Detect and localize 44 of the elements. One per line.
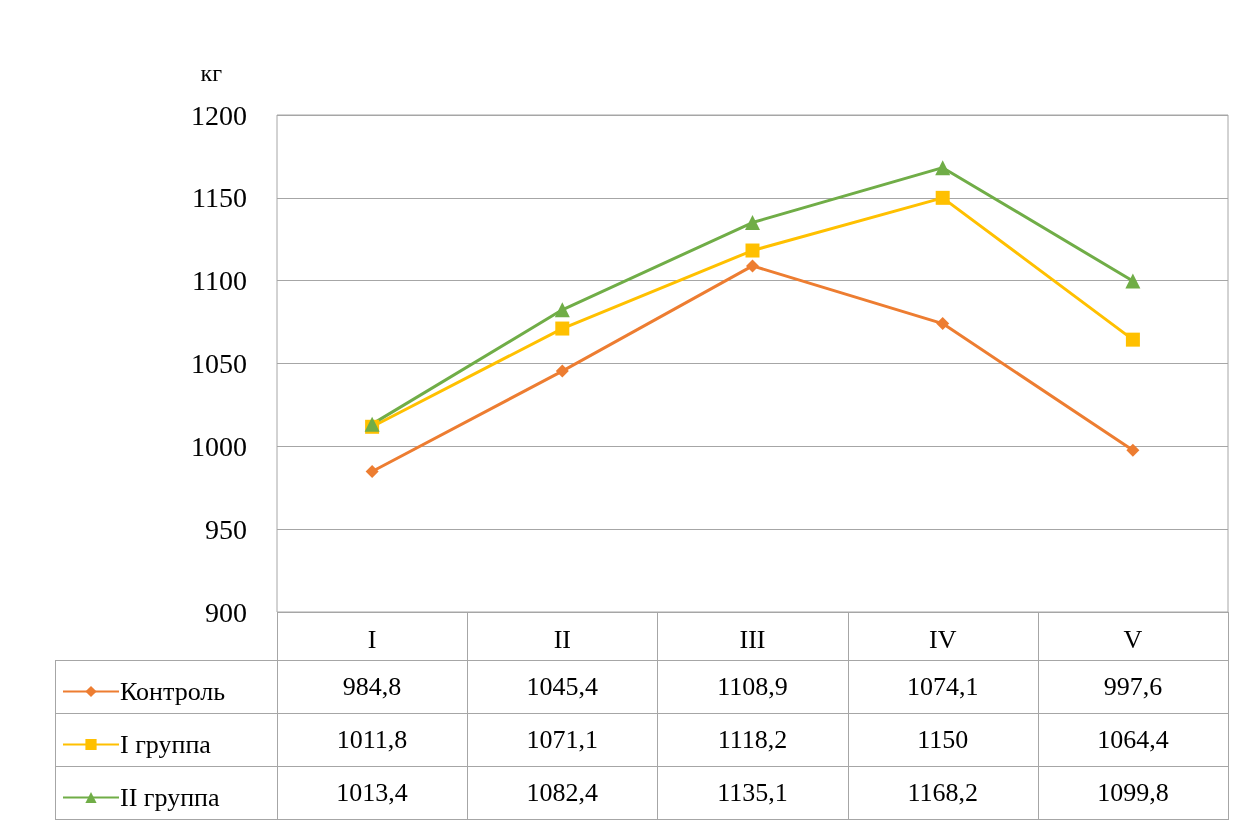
data-label: 1118,2 bbox=[716, 723, 789, 756]
point bbox=[745, 243, 760, 258]
point bbox=[935, 190, 950, 205]
data-label: 1074,1 bbox=[905, 670, 980, 703]
point bbox=[1126, 443, 1140, 457]
data-label: 1045,4 bbox=[525, 670, 600, 703]
data-label: 984,8 bbox=[341, 670, 403, 703]
point bbox=[745, 215, 760, 231]
x-tick-label: I bbox=[367, 624, 377, 654]
point bbox=[1125, 332, 1140, 347]
point bbox=[1125, 273, 1141, 289]
legend-label: II группа bbox=[120, 783, 220, 812]
point bbox=[935, 160, 951, 176]
y-tick-label: 1200 bbox=[191, 99, 247, 131]
legend-label: Контроль bbox=[120, 677, 226, 706]
point bbox=[555, 321, 570, 336]
x-tick-label: V bbox=[1123, 624, 1143, 654]
y-axis-title: кг bbox=[200, 60, 223, 86]
x-tick-label: III bbox=[739, 624, 766, 654]
data-label: 997,6 bbox=[1102, 670, 1164, 703]
point bbox=[554, 302, 570, 318]
y-tick-label: 1050 bbox=[191, 348, 247, 379]
data-label: 1064,4 bbox=[1096, 723, 1170, 756]
data-label: 1013,4 bbox=[335, 776, 409, 809]
y-tick-label: 950 bbox=[205, 513, 247, 545]
point bbox=[365, 465, 379, 479]
point bbox=[936, 317, 950, 331]
data-label: 1011,8 bbox=[335, 723, 409, 756]
y-tick-label: 1000 bbox=[191, 430, 247, 462]
point bbox=[746, 259, 759, 273]
legend-label: I группа bbox=[120, 730, 212, 759]
data-label: 1135,1 bbox=[716, 776, 789, 809]
data-label: 1150 bbox=[916, 723, 970, 756]
data-label: 1082,4 bbox=[525, 776, 600, 809]
y-tick-label: 900 bbox=[205, 596, 247, 628]
point bbox=[555, 364, 569, 378]
y-tick-label: 1100 bbox=[192, 265, 247, 297]
data-label: 1168,2 bbox=[906, 776, 979, 809]
data-label: 1099,8 bbox=[1096, 776, 1170, 809]
data-label: 1108,9 bbox=[716, 670, 789, 703]
y-tick-label: 1150 bbox=[192, 182, 247, 214]
data-label: 1071,1 bbox=[525, 723, 600, 756]
x-tick-label: IV bbox=[928, 624, 957, 654]
x-tick-label: II bbox=[553, 624, 571, 654]
